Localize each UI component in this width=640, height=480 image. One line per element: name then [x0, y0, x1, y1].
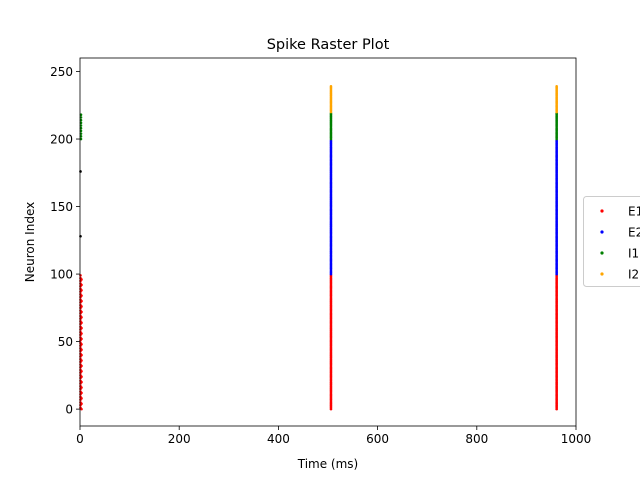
legend-marker	[600, 251, 604, 255]
spike-point	[80, 375, 83, 379]
y-tick-label: 50	[58, 335, 73, 349]
spike-point	[80, 407, 83, 411]
x-axis-label: Time (ms)	[297, 457, 359, 471]
series-E2	[329, 139, 558, 276]
y-tick-label: 150	[50, 200, 73, 214]
spike-point	[80, 380, 83, 384]
spike-point	[80, 305, 83, 308]
spike-point	[80, 402, 83, 406]
spike-point	[79, 234, 82, 238]
x-tick-label: 800	[465, 432, 488, 446]
spike-point	[80, 359, 83, 362]
y-tick-label: 0	[65, 403, 73, 417]
legend: E1 E2 I1 I2	[583, 196, 640, 287]
spike-point	[79, 274, 82, 277]
legend-label: E1	[628, 205, 640, 219]
x-axis-ticks: 0 200 400 600 800 1000	[76, 426, 591, 446]
spike-point	[80, 370, 83, 373]
series-I2	[329, 85, 558, 114]
spike-point	[80, 299, 83, 303]
y-axis-label: Neuron Index	[23, 202, 37, 282]
spike-point	[80, 310, 83, 314]
legend-label: E2	[628, 226, 640, 240]
spike-point	[555, 85, 558, 88]
spike-point	[79, 170, 82, 173]
spike-point	[80, 288, 83, 292]
spike-point	[80, 315, 83, 319]
spike-point	[80, 278, 83, 281]
y-tick-label: 200	[50, 133, 73, 147]
spike-point	[80, 337, 83, 341]
y-tick-label: 250	[50, 65, 73, 79]
x-tick-label: 600	[366, 432, 389, 446]
spike-point	[80, 353, 83, 357]
spike-point	[80, 326, 83, 330]
spike-point	[80, 332, 83, 335]
spike-point	[80, 397, 83, 400]
spike-point	[80, 283, 83, 287]
spike-point	[80, 391, 83, 395]
x-tick-label: 200	[168, 432, 191, 446]
spike-point	[329, 85, 333, 88]
legend-label: I2	[628, 268, 639, 282]
legend-label: I1	[628, 247, 639, 261]
y-axis-ticks: 0 50 100 150 200 250	[50, 65, 80, 417]
legend-marker	[600, 209, 604, 213]
spike-point	[80, 321, 83, 324]
legend-box	[583, 196, 640, 287]
spike-point	[80, 364, 83, 368]
x-tick-label: 0	[76, 432, 84, 446]
chart-title: Spike Raster Plot	[267, 37, 390, 53]
x-tick-label: 1000	[561, 432, 592, 446]
axes-frame	[79, 57, 577, 427]
spike-point	[80, 386, 83, 389]
legend-marker	[600, 272, 604, 276]
spike-point	[80, 343, 83, 346]
legend-marker	[600, 230, 604, 234]
legend-items: E1 E2 I1 I2	[600, 205, 640, 282]
spike-point	[80, 294, 83, 297]
spike-point	[80, 348, 83, 352]
y-tick-label: 100	[50, 268, 73, 282]
x-tick-label: 400	[267, 432, 290, 446]
